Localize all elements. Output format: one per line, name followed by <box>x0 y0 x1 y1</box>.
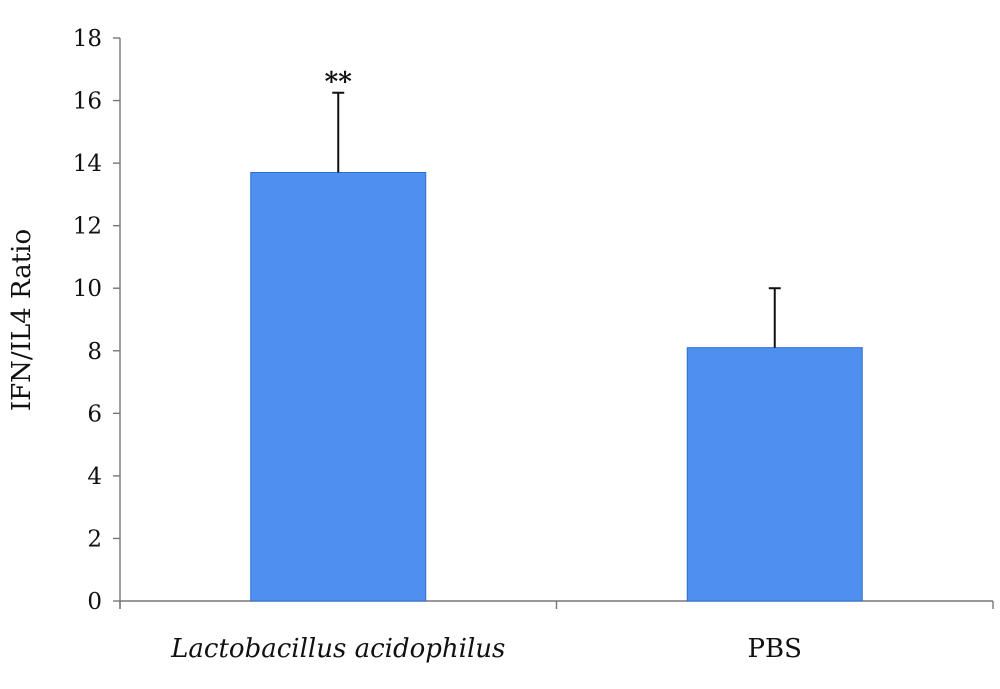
significance-annotation: ** <box>325 68 353 98</box>
y-tick-label: 4 <box>87 464 102 490</box>
y-tick-label: 8 <box>87 339 102 365</box>
y-tick-label: 12 <box>73 214 102 240</box>
y-tick-label: 10 <box>73 276 102 302</box>
y-tick-label: 16 <box>73 89 102 115</box>
y-tick-label: 6 <box>87 401 102 427</box>
x-category-label: Lactobacillus acidophilus <box>170 634 505 664</box>
x-category-label: PBS <box>748 634 802 664</box>
bar <box>250 171 427 602</box>
labels: 0 2 4 6 8 10 12 14 16 18 ** Lactobacillus acidophil… <box>73 26 802 664</box>
bars <box>250 91 863 602</box>
y-tick-label: 18 <box>73 26 102 52</box>
y-tick-label: 0 <box>87 589 102 615</box>
y-tick-label: 2 <box>87 526 102 552</box>
y-axis-label: IFN/IL4 Ratio <box>7 229 37 411</box>
bar <box>686 347 863 602</box>
y-tick-label: 14 <box>73 151 102 177</box>
